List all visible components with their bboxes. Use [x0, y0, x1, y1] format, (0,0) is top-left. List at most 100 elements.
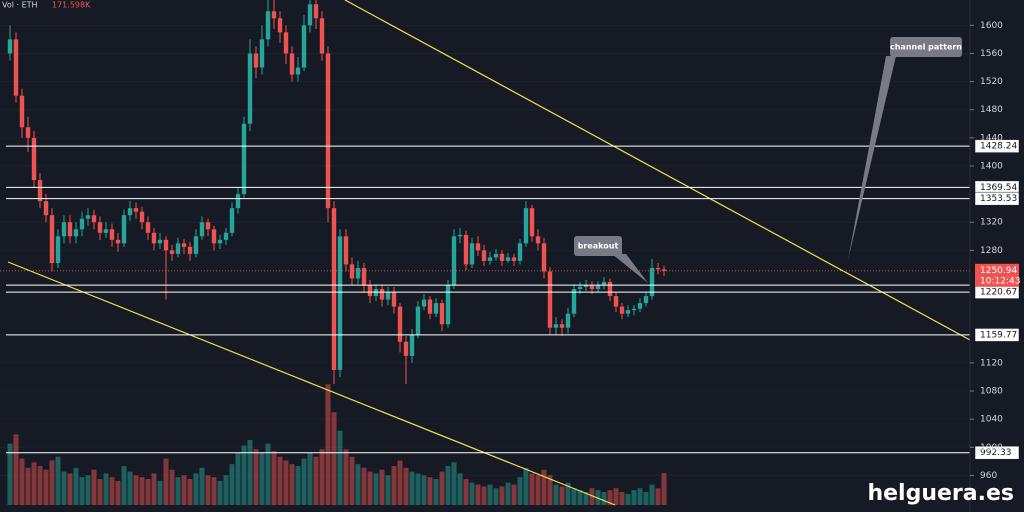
volume-pane	[7, 384, 667, 505]
candle-body	[457, 234, 463, 237]
volume-bar	[295, 466, 301, 505]
trend-line-upper	[344, 0, 971, 341]
volume-bar	[451, 462, 457, 505]
candle-body	[181, 243, 187, 247]
annotation-pointer	[612, 254, 648, 283]
candle-body	[523, 208, 529, 244]
candle-body	[577, 286, 583, 290]
volume-bar	[253, 449, 259, 505]
candle-body	[337, 236, 343, 370]
level-label: 1369.54	[980, 183, 1017, 193]
candle-body	[109, 229, 115, 240]
volume-bar	[349, 456, 355, 505]
candle-body	[505, 257, 511, 261]
y-tick-label: 960	[980, 471, 997, 481]
volume-bar	[415, 473, 421, 505]
candle-body	[31, 137, 37, 181]
volume-bar	[553, 484, 559, 505]
level-label: 1428.24	[980, 142, 1017, 152]
candle-body	[493, 253, 499, 258]
candle-body	[283, 32, 289, 54]
candle-body	[601, 282, 607, 286]
volume-bar	[337, 430, 343, 505]
volume-bar	[103, 473, 109, 505]
candle-body	[343, 236, 349, 265]
volume-bar	[229, 464, 235, 505]
candle-body	[325, 53, 331, 209]
volume-bar	[133, 475, 139, 505]
volume-bar	[271, 451, 277, 505]
y-tick-label: 1600	[980, 21, 1003, 31]
candle-body	[535, 236, 541, 244]
candle-body	[259, 39, 265, 68]
candle-body	[499, 253, 505, 261]
candle-body	[25, 127, 31, 138]
candles	[7, 0, 667, 384]
volume-bar	[313, 456, 319, 505]
candle-body	[583, 285, 589, 287]
volume-bar	[505, 482, 511, 505]
candle-body	[175, 243, 181, 254]
volume-bar	[211, 477, 217, 505]
volume-bar	[583, 492, 589, 505]
volume-bar	[577, 490, 583, 505]
candle-body	[205, 222, 211, 230]
volume-bar	[625, 493, 631, 505]
candle-body	[385, 292, 391, 300]
candle-body	[349, 264, 355, 279]
candle-body	[451, 236, 457, 286]
trend-line-lower	[7, 261, 616, 506]
volume-bar	[493, 488, 499, 505]
volume-bar	[67, 473, 73, 505]
candle-body	[115, 239, 121, 244]
volume-bar	[385, 475, 391, 505]
candle-body	[487, 257, 493, 261]
candle-body	[607, 282, 613, 297]
volume-bar	[361, 467, 367, 505]
volume-bar	[379, 469, 385, 505]
volume-bar	[655, 488, 661, 505]
annotation-box	[890, 37, 962, 57]
volume-bar	[73, 467, 79, 505]
volume-bar	[391, 466, 397, 505]
volume-bar	[43, 469, 49, 505]
candle-body	[319, 18, 325, 54]
volume-bar	[85, 475, 91, 505]
candle-body	[277, 18, 283, 33]
volume-bar	[307, 453, 313, 505]
annotation-pointer	[848, 56, 896, 260]
candle-body	[439, 303, 445, 325]
candle-body	[427, 299, 433, 314]
volume-bar	[649, 484, 655, 505]
volume-bar	[265, 443, 271, 505]
volume-bar	[487, 484, 493, 505]
candle-body	[559, 324, 565, 328]
volume-bar	[187, 479, 193, 505]
volume-bar	[97, 479, 103, 505]
level-label-box	[974, 328, 1020, 342]
candle-body	[619, 306, 625, 314]
candle-body	[91, 215, 97, 223]
candle-body	[637, 303, 643, 309]
volume-bar	[91, 469, 97, 505]
candle-body	[217, 239, 223, 244]
volume-bar	[469, 482, 475, 505]
candle-body	[541, 243, 547, 272]
candle-body	[475, 243, 481, 251]
candle-body	[571, 289, 577, 314]
candle-body	[235, 194, 241, 209]
candle-body	[307, 4, 313, 26]
volume-bar	[289, 464, 295, 505]
volume-bar	[403, 467, 409, 505]
annotation-channel: channel pattern	[848, 37, 962, 260]
candle-body	[103, 229, 109, 233]
candle-body	[301, 25, 307, 68]
volume-bar	[205, 475, 211, 505]
y-tick-label: 1000	[980, 443, 1003, 453]
candle-body	[295, 67, 301, 75]
candle-body	[241, 123, 247, 195]
volume-bar	[433, 479, 439, 505]
volume-bar	[643, 492, 649, 505]
